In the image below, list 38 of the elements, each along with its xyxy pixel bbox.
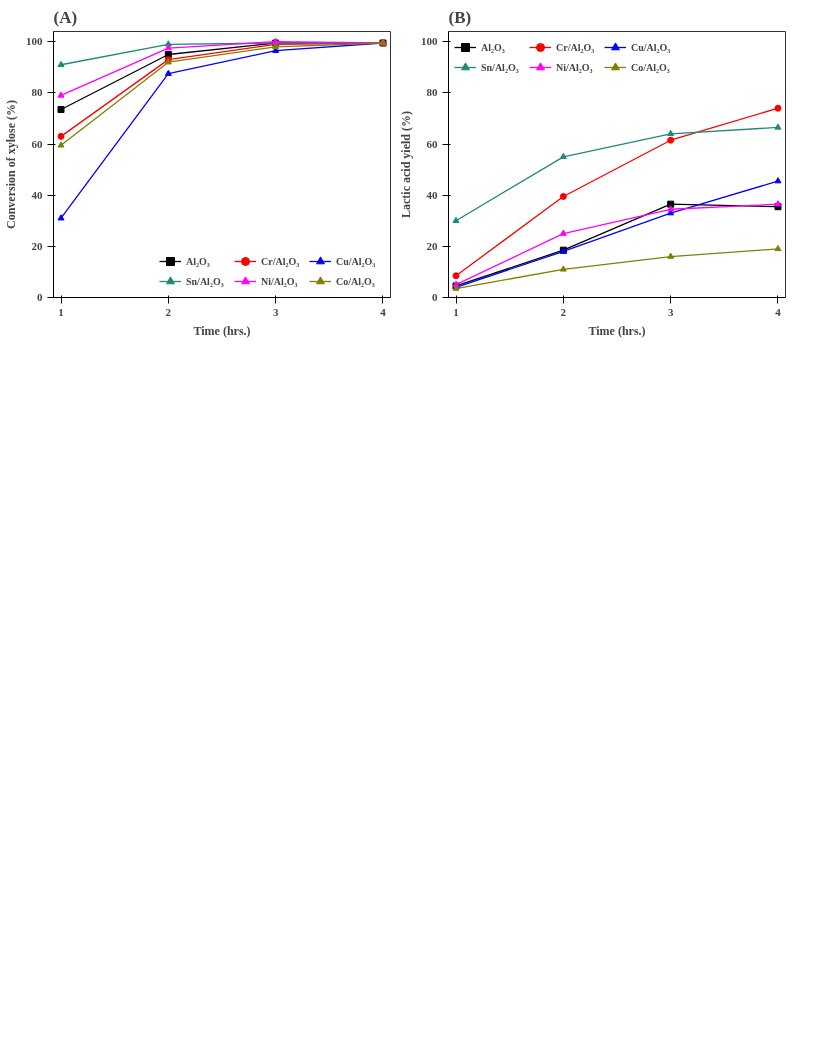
legend-label: Ni/Al₂O₃	[261, 275, 299, 287]
chart-title: (B)	[448, 7, 472, 27]
y-tick-label: 100	[421, 35, 438, 48]
x-tick-label: 1	[58, 305, 64, 318]
y-tick-label: 100	[26, 35, 43, 48]
legend-label: Al₂O₃	[481, 41, 506, 53]
y-tick-label: 40	[426, 188, 438, 201]
x-tick-label: 2	[560, 305, 567, 318]
y-tick-label: 20	[31, 239, 43, 252]
y-tick-label: 60	[31, 137, 43, 150]
legend-label: Cu/Al₂O₃	[631, 41, 672, 53]
y-tick-label: 40	[31, 188, 43, 201]
y-tick-label: 0	[37, 291, 43, 303]
legend-label: Sn/Al₂O₃	[481, 61, 520, 73]
x-tick-label: 4	[775, 305, 782, 318]
legend-label: Sn/Al₂O₃	[186, 275, 225, 287]
y-tick-label: 60	[426, 137, 438, 150]
y-tick-label: 80	[31, 86, 43, 99]
y-tick-label: 20	[426, 239, 438, 252]
chart-title: (A)	[53, 7, 78, 27]
x-axis-title: Time (hrs.)	[193, 323, 251, 338]
legend-label: Al₂O₃	[186, 255, 211, 267]
legend-label: Co/Al₂O₃	[336, 275, 376, 287]
legend-label: Co/Al₂O₃	[631, 61, 671, 73]
legend-label: Cr/Al₂O₃	[261, 255, 301, 267]
x-tick-label: 3	[272, 305, 279, 318]
x-tick-label: 1	[453, 305, 459, 318]
x-tick-label: 4	[380, 305, 387, 318]
legend-label: Cr/Al₂O₃	[556, 41, 596, 53]
x-tick-label: 2	[165, 305, 172, 318]
y-tick-label: 0	[432, 291, 438, 303]
legend-label: Ni/Al₂O₃	[556, 61, 594, 73]
x-tick-label: 3	[667, 305, 674, 318]
y-axis-title: Conversion of xylose (%)	[4, 99, 18, 229]
legend-label: Cu/Al₂O₃	[336, 255, 377, 267]
x-axis-title: Time (hrs.)	[588, 323, 646, 338]
y-tick-label: 80	[426, 86, 438, 99]
y-axis-title: Lactic acid yield (%)	[399, 111, 413, 218]
